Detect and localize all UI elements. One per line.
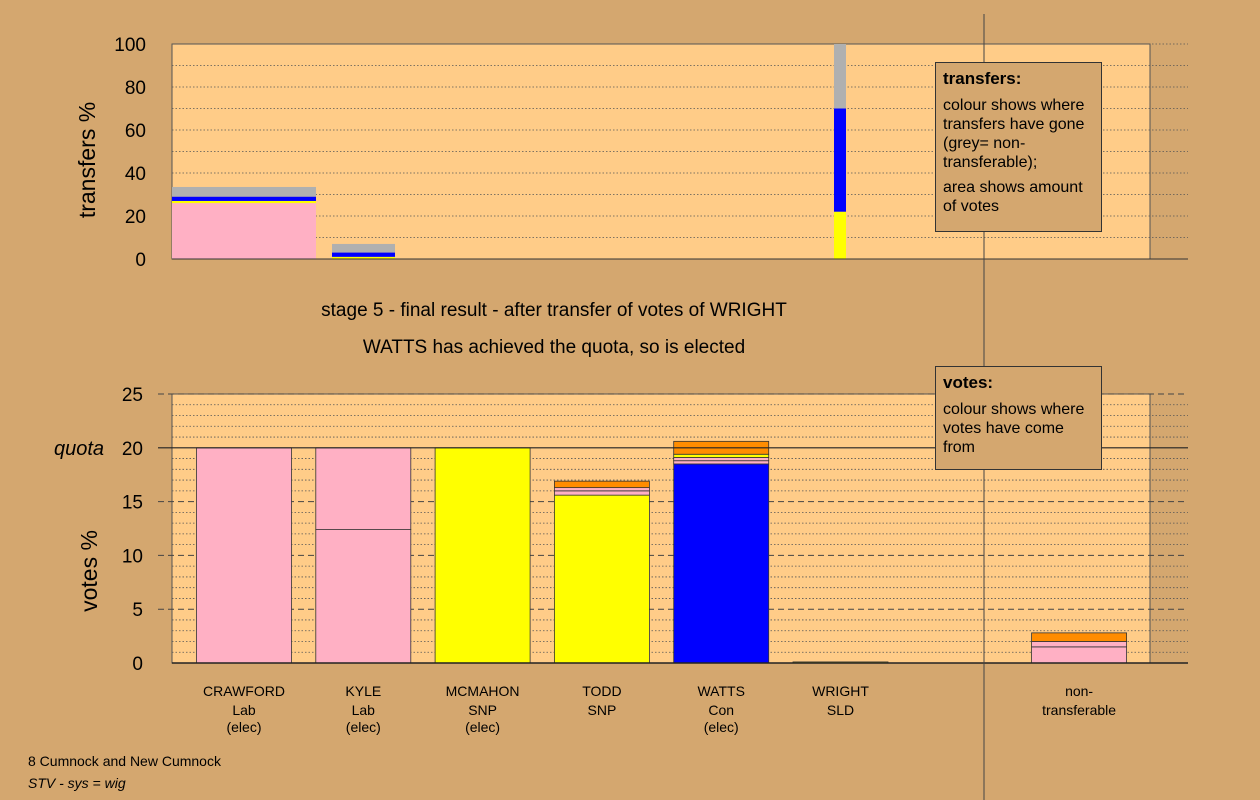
votes-y-tick-label: 5: [132, 600, 143, 621]
candidate-status-label: (elec): [704, 719, 739, 735]
legend-transfers-text2: area shows amount of votes: [943, 179, 1083, 215]
transfers-y-tick-label: 0: [135, 250, 146, 271]
transfers-y-tick-label: 100: [114, 35, 146, 56]
vote-bar-segment: [673, 453, 770, 458]
legend-transfers: transfers: colour shows where transfers …: [935, 62, 1102, 232]
candidate-name-label: WRIGHT: [812, 683, 869, 699]
transfer-bar-segment: [834, 211, 846, 259]
vote-bar-segment: [1031, 641, 1127, 648]
candidate-party-label: SNP: [588, 702, 617, 718]
transfer-bar-segment: [332, 256, 395, 259]
vote-bar-segment: [1031, 632, 1127, 642]
legend-votes-title: votes:: [943, 373, 994, 392]
candidate-status-label: (elec): [465, 719, 500, 735]
quota-label: quota: [54, 438, 104, 460]
vote-bar-segment: [1031, 646, 1127, 664]
candidate-party-label: transferable: [1042, 702, 1116, 718]
vote-bar-segment: [554, 487, 650, 492]
legend-votes: votes: colour shows where votes have com…: [935, 366, 1102, 470]
transfer-bar-segment: [172, 200, 316, 204]
transfer-bar-segment: [834, 108, 846, 212]
chart-title-stage: stage 5 - final result - after transfer …: [321, 300, 787, 321]
candidate-name-label: CRAWFORD: [203, 683, 285, 699]
vote-bar-segment: [315, 529, 412, 664]
vote-bar-segment: [554, 480, 650, 489]
vote-bar-segment: [673, 463, 770, 664]
candidate-name-label: MCMAHON: [446, 683, 520, 699]
candidate-party-label: SNP: [468, 702, 497, 718]
votes-y-tick-label: 25: [122, 385, 143, 406]
candidate-name-label: KYLE: [345, 683, 381, 699]
transfers-y-axis-label: transfers %: [74, 102, 100, 218]
transfer-bar-segment: [172, 196, 316, 201]
votes-y-axis-label: votes %: [76, 530, 102, 612]
vote-bar-segment: [315, 447, 412, 530]
transfer-bar-segment: [172, 203, 316, 259]
chart-title-result: WATTS has achieved the quota, so is elec…: [362, 337, 746, 358]
transfer-bar-segment: [834, 44, 846, 109]
votes-y-tick-label: 20: [122, 439, 143, 460]
candidate-party-label: Lab: [232, 702, 256, 718]
candidate-party-label: Con: [708, 702, 734, 718]
candidate-status-label: (elec): [346, 719, 381, 735]
transfers-y-tick-label: 80: [125, 78, 146, 99]
candidate-party-label: Lab: [352, 702, 376, 718]
legend-votes-text1: colour shows where votes have come from: [943, 401, 1085, 456]
transfer-bar-segment: [172, 186, 316, 197]
candidate-name-label: WATTS: [697, 683, 744, 699]
candidate-party-label: SLD: [827, 702, 854, 718]
transfer-bar-segment: [332, 243, 395, 253]
footer-ward: 8 Cumnock and New Cumnock: [28, 753, 221, 769]
vote-bar-segment: [673, 460, 770, 465]
votes-y-tick-label: 15: [122, 493, 143, 514]
vote-bar-segment: [196, 447, 292, 664]
candidate-status-label: (elec): [226, 719, 261, 735]
legend-transfers-title: transfers:: [943, 69, 1022, 88]
votes-y-tick-label: 10: [122, 546, 143, 567]
vote-bar-segment: [554, 494, 650, 664]
transfers-y-tick-label: 40: [125, 164, 146, 185]
footer-system: STV - sys = wig: [28, 775, 126, 791]
vote-bar-segment: [673, 457, 770, 462]
legend-transfers-text1: colour shows where transfers have gone (…: [943, 97, 1085, 171]
votes-y-tick-label: 0: [132, 654, 143, 675]
transfers-y-tick-label: 60: [125, 121, 146, 142]
transfers-y-tick-label: 20: [125, 207, 146, 228]
transfer-bar-segment: [332, 252, 395, 257]
candidate-name-label: non-: [1065, 683, 1093, 699]
candidate-name-label: TODD: [582, 683, 621, 699]
vote-bar-segment: [554, 490, 650, 496]
vote-bar-segment: [434, 447, 531, 664]
